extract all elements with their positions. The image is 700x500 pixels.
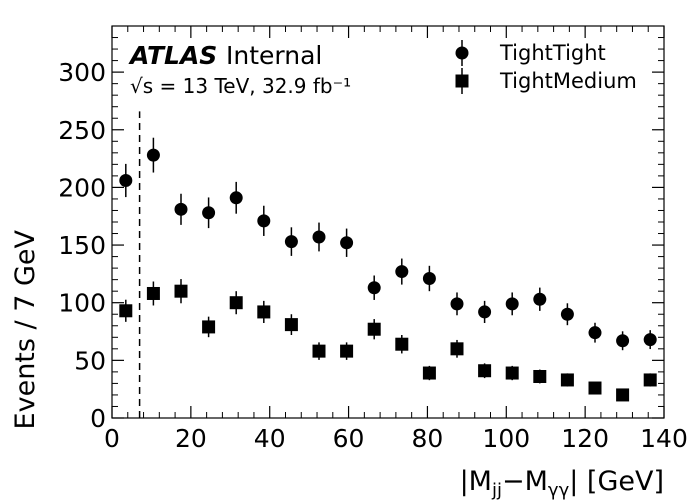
data-point: [560, 307, 574, 321]
x-tick-label: 120: [561, 424, 609, 453]
y-tick-label: 50: [74, 346, 106, 375]
legend-label-tightmedium: TightMedium: [499, 69, 637, 93]
data-point: [202, 206, 216, 220]
data-point: [257, 214, 271, 228]
legend-marker-tighttight: [455, 46, 469, 60]
data-point: [505, 366, 519, 380]
x-tick-label: 60: [333, 424, 365, 453]
x-tick-label: 0: [104, 424, 120, 453]
data-point: [146, 148, 160, 162]
data-point: [422, 366, 436, 380]
data-point: [312, 230, 326, 244]
data-point: [340, 344, 354, 358]
x-axis-title: |Mjj−Mγγ| [GeV]: [460, 466, 664, 500]
data-point: [478, 364, 492, 378]
data-point: [174, 202, 188, 216]
major-ticks: [111, 26, 665, 419]
data-point: [422, 271, 436, 285]
data-point: [395, 337, 409, 351]
x-tick-label: 140: [640, 424, 688, 453]
data-point: [450, 297, 464, 311]
data-point: [284, 235, 298, 249]
internal-label: Internal: [226, 41, 322, 70]
data-point: [257, 305, 271, 319]
x-tick-label: 20: [175, 424, 207, 453]
data-point: [588, 381, 602, 395]
data-point: [616, 334, 630, 348]
legend-marker-tightmedium: [455, 74, 469, 88]
data-point: [478, 305, 492, 319]
data-point: [616, 388, 630, 402]
data-point: [643, 373, 657, 387]
data-point: [533, 292, 547, 306]
tick-labels: 0 20 40 60 80 100 120 140 0 50 100 150 200 250 300: [58, 58, 688, 453]
minor-ticks: [112, 25, 664, 418]
data-point: [229, 296, 243, 310]
data-point: [560, 373, 574, 387]
data-point: [367, 281, 381, 295]
data-point: [340, 236, 354, 250]
y-tick-label: 150: [58, 231, 106, 260]
y-tick-label: 100: [58, 289, 106, 318]
data-point: [229, 191, 243, 205]
x-tick-label: 100: [482, 424, 530, 453]
data-point: [533, 369, 547, 383]
data-point: [312, 344, 326, 358]
data-point: [450, 342, 464, 356]
legend: TightTight TightMedium: [455, 40, 637, 94]
series-tighttight: [119, 137, 657, 351]
data-point: [119, 304, 133, 318]
x-tick-label: 80: [412, 424, 444, 453]
y-tick-label: 250: [58, 116, 106, 145]
series-tightmedium: [119, 279, 657, 402]
data-point: [174, 284, 188, 298]
y-tick-label: 0: [90, 404, 106, 433]
data-point: [202, 320, 216, 334]
data-point: [146, 286, 160, 300]
x-tick-label: 40: [254, 424, 286, 453]
data-point: [367, 322, 381, 336]
data-point: [643, 333, 657, 347]
data-point: [505, 297, 519, 311]
y-tick-label: 300: [58, 58, 106, 87]
data-point: [588, 326, 602, 340]
legend-label-tighttight: TightTight: [499, 41, 606, 65]
data-point: [284, 318, 298, 332]
energy-lumi-label: √s = 13 TeV, 32.9 fb⁻¹: [130, 74, 351, 98]
data-point: [119, 173, 133, 187]
y-tick-label: 200: [58, 173, 106, 202]
data-point: [395, 265, 409, 279]
y-axis-title: Events / 7 GeV: [10, 229, 41, 429]
atlas-label: ATLAS: [128, 41, 217, 70]
data-series: [119, 137, 657, 402]
